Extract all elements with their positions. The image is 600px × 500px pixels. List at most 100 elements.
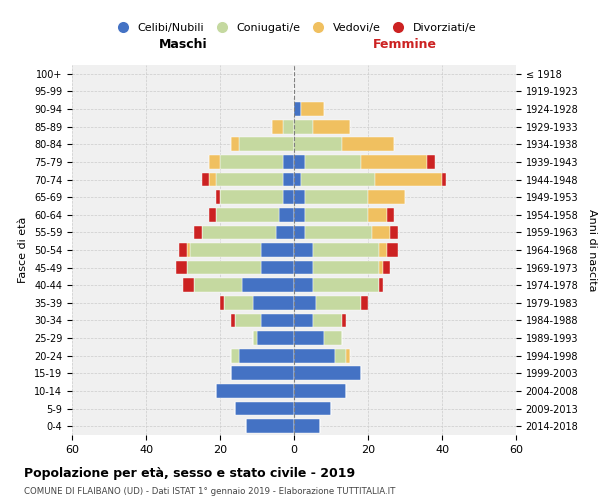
Bar (217, 384, 294, 398)
Bar (224, 296, 253, 310)
Bar (216, 208, 279, 222)
Bar (294, 366, 361, 380)
Bar (231, 314, 235, 328)
Bar (294, 331, 323, 345)
Bar (442, 172, 446, 186)
Bar (313, 278, 379, 292)
Bar (275, 226, 294, 239)
Bar (383, 260, 390, 274)
Bar (220, 296, 224, 310)
Bar (294, 349, 335, 362)
Bar (231, 366, 294, 380)
Bar (202, 172, 209, 186)
Legend: Celibi/Nubili, Coniugati/e, Vedovi/e, Divorziati/e: Celibi/Nubili, Coniugati/e, Vedovi/e, Di… (107, 19, 481, 38)
Bar (279, 208, 294, 222)
Bar (253, 296, 294, 310)
Bar (323, 331, 342, 345)
Bar (294, 402, 331, 415)
Bar (301, 102, 323, 116)
Bar (368, 190, 405, 204)
Bar (239, 138, 294, 151)
Bar (294, 278, 313, 292)
Bar (235, 402, 294, 415)
Bar (209, 155, 220, 169)
Bar (260, 260, 294, 274)
Bar (217, 190, 220, 204)
Bar (242, 278, 294, 292)
Bar (313, 314, 342, 328)
Bar (253, 331, 257, 345)
Bar (283, 172, 294, 186)
Bar (294, 314, 313, 328)
Bar (294, 208, 305, 222)
Y-axis label: Anni di nascita: Anni di nascita (587, 209, 597, 291)
Text: Femmine: Femmine (373, 38, 437, 51)
Bar (379, 243, 386, 257)
Text: COMUNE DI FLAIBANO (UD) - Dati ISTAT 1° gennaio 2019 - Elaborazione TUTTITALIA.I: COMUNE DI FLAIBANO (UD) - Dati ISTAT 1° … (24, 488, 395, 496)
Bar (294, 138, 342, 151)
Bar (316, 296, 361, 310)
Bar (283, 155, 294, 169)
Bar (305, 226, 372, 239)
Bar (379, 260, 383, 274)
Bar (342, 138, 394, 151)
Bar (376, 172, 442, 186)
Text: Popolazione per età, sesso e stato civile - 2019: Popolazione per età, sesso e stato civil… (24, 468, 355, 480)
Bar (335, 349, 346, 362)
Bar (209, 172, 217, 186)
Bar (305, 190, 368, 204)
Bar (294, 243, 313, 257)
Bar (239, 349, 294, 362)
Bar (194, 278, 242, 292)
Bar (283, 190, 294, 204)
Bar (294, 120, 313, 134)
Bar (294, 102, 301, 116)
Bar (390, 226, 398, 239)
Bar (386, 208, 394, 222)
Bar (346, 349, 349, 362)
Bar (209, 208, 217, 222)
Bar (294, 384, 346, 398)
Bar (305, 155, 361, 169)
Bar (294, 420, 320, 433)
Bar (202, 226, 275, 239)
Bar (183, 278, 194, 292)
Bar (194, 226, 202, 239)
Bar (361, 296, 368, 310)
Bar (294, 226, 305, 239)
Bar (313, 243, 379, 257)
Bar (220, 190, 283, 204)
Bar (361, 155, 427, 169)
Bar (260, 314, 294, 328)
Bar (294, 260, 313, 274)
Bar (231, 138, 239, 151)
Bar (379, 278, 383, 292)
Bar (272, 120, 283, 134)
Bar (176, 260, 187, 274)
Bar (305, 208, 368, 222)
Bar (313, 260, 379, 274)
Bar (368, 208, 386, 222)
Bar (216, 172, 283, 186)
Bar (257, 331, 294, 345)
Text: Maschi: Maschi (158, 38, 208, 51)
Bar (220, 155, 283, 169)
Bar (342, 314, 346, 328)
Bar (235, 314, 260, 328)
Bar (294, 296, 316, 310)
Bar (283, 120, 294, 134)
Bar (427, 155, 434, 169)
Bar (179, 243, 187, 257)
Bar (294, 172, 301, 186)
Bar (313, 120, 349, 134)
Y-axis label: Fasce di età: Fasce di età (19, 217, 28, 283)
Bar (246, 420, 294, 433)
Bar (294, 155, 305, 169)
Bar (260, 243, 294, 257)
Bar (301, 172, 376, 186)
Bar (187, 243, 190, 257)
Bar (294, 190, 305, 204)
Bar (187, 260, 260, 274)
Bar (372, 226, 390, 239)
Bar (231, 349, 239, 362)
